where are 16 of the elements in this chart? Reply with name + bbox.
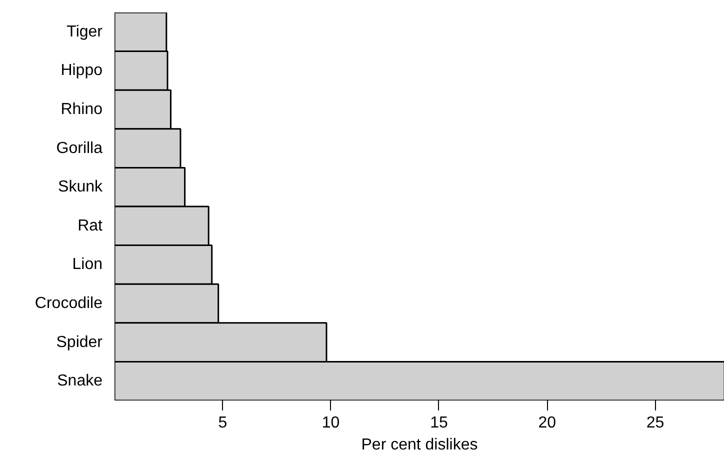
y-tick-label: Rat [78,217,104,234]
x-tick-label: 15 [430,414,448,432]
y-tick-label: Skunk [58,178,104,196]
y-tick-label: Crocodile [34,295,103,312]
x-tick-label: 25 [646,414,664,432]
y-tick-label: Gorilla [56,140,103,157]
x-tick-label: 5 [218,414,228,432]
x-tick-label: 10 [322,414,340,432]
y-tick-label: Spider [56,334,104,351]
y-tick-label: Snake [57,372,103,390]
y-tick-label: Rhino [60,101,103,118]
x-tick-label: 20 [538,414,556,432]
y-tick-label: Hippo [60,62,103,80]
y-tick-label: Lion [72,256,102,274]
x-axis-title: Per cent dislikes [361,436,478,454]
y-tick-label: Tiger [66,23,104,40]
